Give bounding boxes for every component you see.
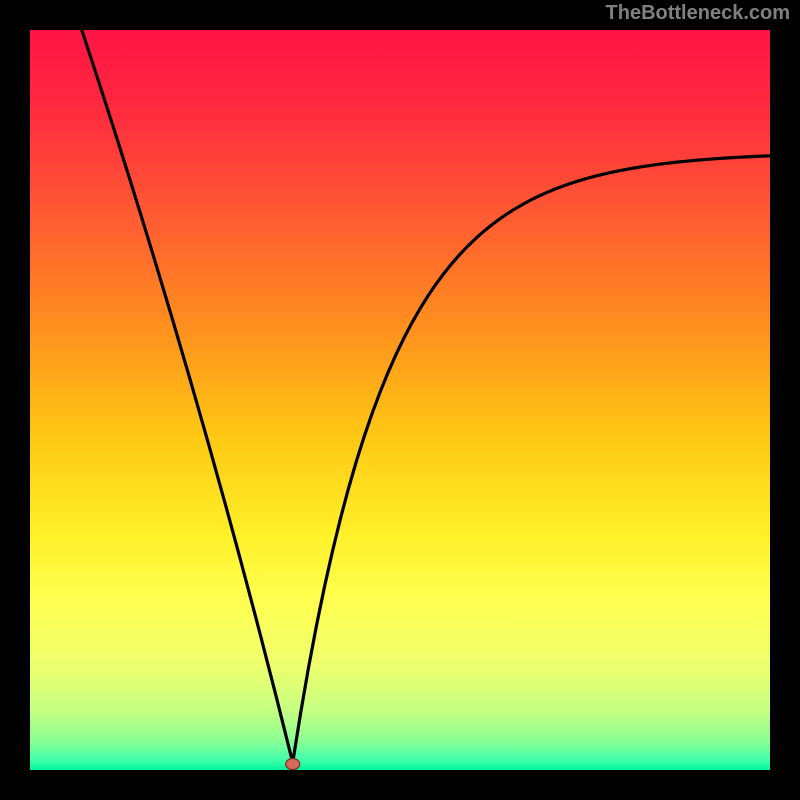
bottleneck-chart — [0, 0, 800, 800]
minimum-marker — [286, 759, 300, 770]
chart-stage: TheBottleneck.com — [0, 0, 800, 800]
plot-background — [30, 30, 770, 770]
